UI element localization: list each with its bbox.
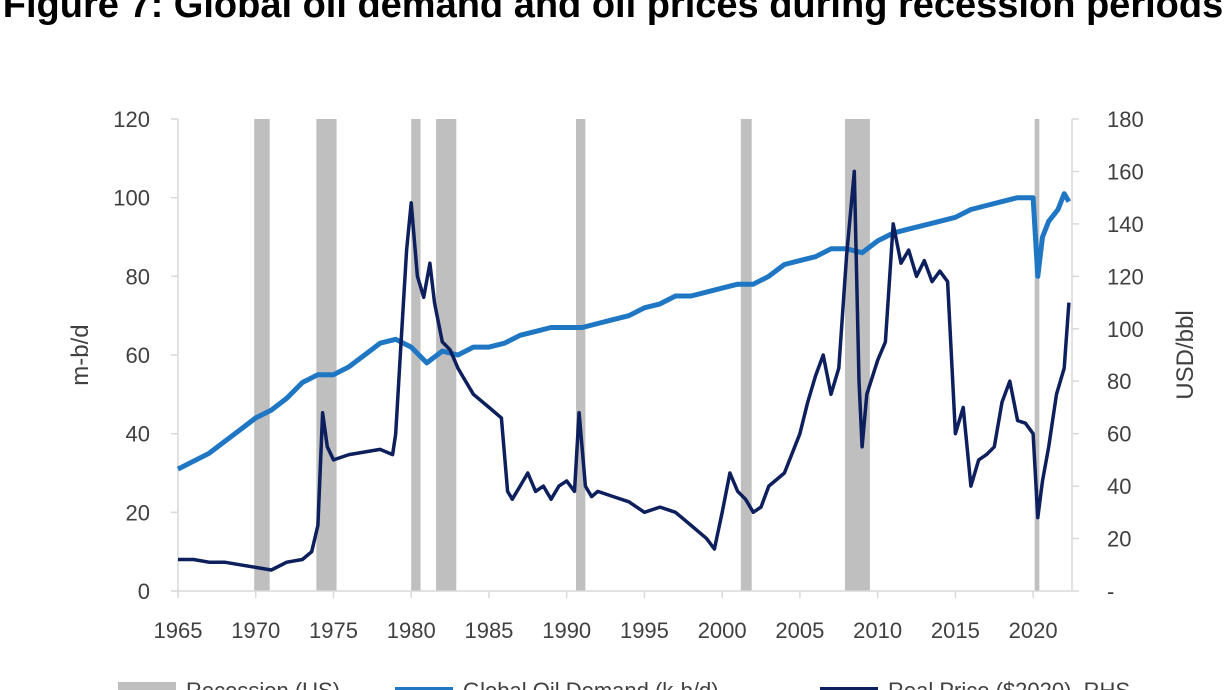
legend-label: Recession (US) [186, 678, 340, 690]
y-axis-label-right: USD/bbl [1172, 310, 1199, 399]
x-tick-label: 1995 [620, 618, 669, 643]
x-tick-label: 1970 [231, 618, 280, 643]
x-tick-label: 1975 [309, 618, 358, 643]
x-tick-label: 2005 [775, 618, 824, 643]
y-tick-label-right: 60 [1107, 422, 1131, 447]
y-tick-label-right: 120 [1107, 264, 1144, 289]
x-tick-label: 2010 [853, 618, 902, 643]
recession-bands [254, 119, 1040, 591]
tick-labels: 0 20 40 60 80 100 120 - 20 40 60 80 100 120 140 160 180 1… [113, 107, 1143, 643]
y-tick-label-left: 40 [126, 422, 150, 447]
x-tick-label: 2020 [1009, 618, 1058, 643]
x-tick-label: 1965 [154, 618, 203, 643]
y-tick-label-right: 100 [1107, 317, 1144, 342]
y-tick-label-right: - [1107, 579, 1114, 604]
y-tick-label-left: 20 [126, 500, 150, 525]
y-tick-label-right: 80 [1107, 369, 1131, 394]
y-axis-label-left: m-b/d [67, 324, 94, 385]
y-tick-label-right: 160 [1107, 159, 1144, 184]
x-tick-label: 2015 [931, 618, 980, 643]
series-line [176, 191, 1072, 472]
recession-band [1034, 119, 1040, 591]
y-tick-label-right: 20 [1107, 527, 1131, 552]
x-tick-label: 1990 [542, 618, 591, 643]
x-tick-label: 1980 [387, 618, 436, 643]
legend-label: Real Price ($2020), RHS [888, 678, 1130, 690]
y-tick-label-left: 120 [113, 107, 150, 132]
recession-band [576, 119, 586, 591]
y-tick-label-right: 140 [1107, 212, 1144, 237]
y-tick-label-left: 0 [138, 579, 150, 604]
recession-band [740, 119, 752, 591]
legend-swatch [118, 682, 176, 690]
series-lines [176, 169, 1072, 572]
legend-label: Global Oil Demand (k-b/d) [463, 678, 719, 690]
y-tick-label-left: 60 [126, 343, 150, 368]
recession-band [254, 119, 270, 591]
y-tick-label-right: 40 [1107, 474, 1131, 499]
y-tick-label-left: 80 [126, 264, 150, 289]
y-tick-label-left: 100 [113, 186, 150, 211]
x-tick-label: 2000 [698, 618, 747, 643]
recession-band [436, 119, 457, 591]
series-line [178, 169, 1071, 572]
chart-title: Figure 7: Global oil demand and oil pric… [2, 0, 1224, 26]
y-tick-label-right: 180 [1107, 107, 1144, 132]
legend: Recession (US) Global Oil Demand (k-b/d) R… [118, 678, 1130, 690]
x-tick-label: 1985 [464, 618, 513, 643]
